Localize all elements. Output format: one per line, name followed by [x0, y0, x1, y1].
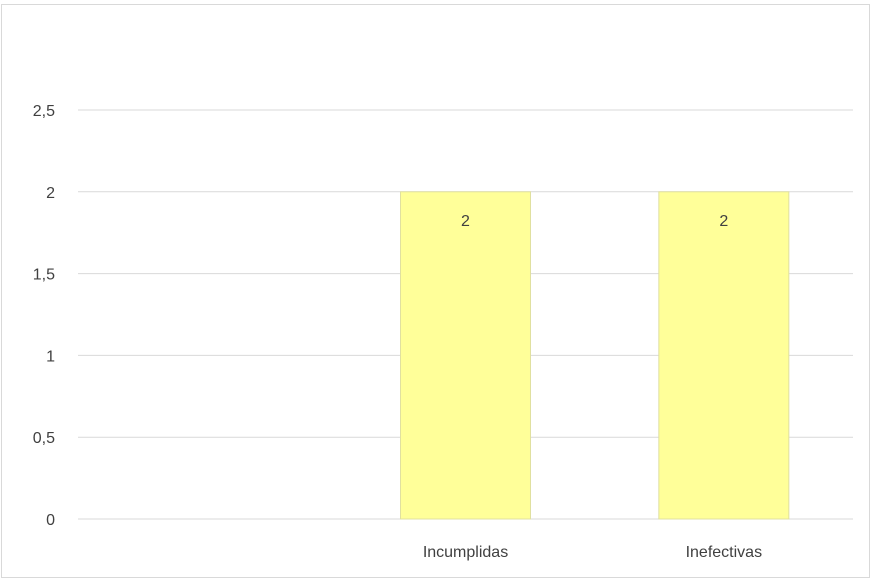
bars: [400, 191, 790, 520]
data-label: 2: [719, 213, 728, 230]
bar: [400, 191, 531, 520]
x-axis-ticks: Incumplidas Inefectivas: [423, 544, 762, 561]
y-tick-label: 0: [46, 512, 55, 529]
bar: [658, 191, 790, 520]
data-label: 2: [461, 213, 470, 230]
y-tick-label: 1,5: [33, 267, 55, 284]
y-tick-label: 1: [46, 348, 55, 365]
y-tick-label: 2,5: [33, 103, 55, 120]
y-axis-ticks: 0 0,5 1 1,5 2 2,5: [33, 103, 55, 529]
y-tick-label: 0,5: [33, 430, 55, 447]
x-tick-label: Incumplidas: [423, 544, 508, 561]
y-tick-label: 2: [46, 185, 55, 202]
x-tick-label: Inefectivas: [686, 544, 762, 561]
